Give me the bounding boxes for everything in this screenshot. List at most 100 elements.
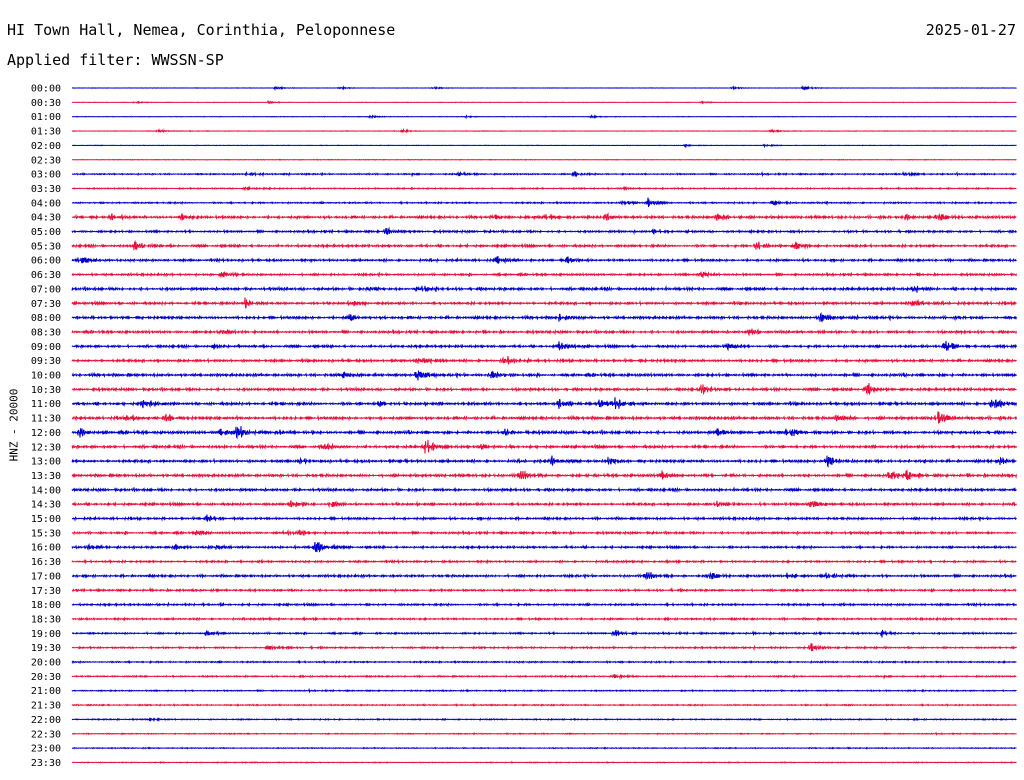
time-tick-label: 03:30 bbox=[31, 184, 61, 195]
time-tick-label: 15:00 bbox=[31, 514, 61, 525]
time-tick-label: 05:00 bbox=[31, 227, 61, 238]
seismic-trace-row bbox=[71, 455, 1017, 468]
time-tick-label: 01:30 bbox=[31, 127, 61, 138]
time-tick-label: 17:30 bbox=[31, 586, 61, 597]
time-tick-label: 20:30 bbox=[31, 672, 61, 683]
time-tick-label: 19:30 bbox=[31, 643, 61, 654]
seismic-trace-row bbox=[71, 500, 1017, 509]
time-tick-label: 13:00 bbox=[31, 457, 61, 468]
time-tick-label: 07:00 bbox=[31, 284, 61, 295]
time-tick-label: 21:00 bbox=[31, 686, 61, 697]
time-tick-label: 12:30 bbox=[31, 442, 61, 453]
time-tick-label: 03:00 bbox=[31, 170, 61, 181]
time-tick-label: 11:30 bbox=[31, 414, 61, 425]
seismic-trace-row bbox=[71, 256, 1017, 265]
seismic-trace-row bbox=[71, 673, 1017, 681]
filter-label: Applied filter: WWSSN-SP bbox=[7, 51, 224, 69]
time-tick-label: 14:00 bbox=[31, 485, 61, 496]
time-tick-label: 22:30 bbox=[31, 729, 61, 740]
time-tick-label: 08:00 bbox=[31, 313, 61, 324]
seismic-trace-row bbox=[71, 239, 1017, 251]
seismic-trace-row bbox=[71, 746, 1017, 750]
time-tick-label: 13:30 bbox=[31, 471, 61, 482]
seismic-trace-row bbox=[71, 731, 1017, 736]
seismic-trace-row bbox=[71, 99, 1017, 105]
time-tick-label: 16:00 bbox=[31, 543, 61, 554]
seismic-trace-row bbox=[71, 370, 1017, 381]
time-tick-label: 10:30 bbox=[31, 385, 61, 396]
seismic-trace-row bbox=[71, 629, 1017, 638]
seismic-trace-row bbox=[71, 717, 1017, 723]
time-tick-label: 06:30 bbox=[31, 270, 61, 281]
plot-date: 2025-01-27 bbox=[925, 21, 1016, 39]
seismic-trace-row bbox=[71, 143, 1017, 149]
trace-group bbox=[71, 85, 1017, 764]
time-tick-label: 00:30 bbox=[31, 98, 61, 109]
time-tick-label: 18:00 bbox=[31, 600, 61, 611]
time-tick-label: 22:00 bbox=[31, 715, 61, 726]
time-label-group: 00:00 00:30 01:00 01:30 02:00 02:30 03:00 03:30… bbox=[31, 84, 61, 769]
time-tick-label: 19:00 bbox=[31, 629, 61, 640]
time-tick-label: 11:00 bbox=[31, 399, 61, 410]
seismic-trace-row bbox=[71, 397, 1017, 410]
seismic-trace-row bbox=[71, 514, 1017, 522]
seismic-trace-row bbox=[71, 541, 1017, 553]
seismic-trace-row bbox=[71, 170, 1017, 178]
seismic-trace-row bbox=[71, 439, 1017, 454]
time-tick-label: 08:30 bbox=[31, 327, 61, 338]
time-tick-label: 21:30 bbox=[31, 701, 61, 712]
seismic-trace-row bbox=[71, 328, 1017, 337]
time-tick-label: 04:00 bbox=[31, 198, 61, 209]
seismic-trace-row bbox=[71, 760, 1017, 764]
seismic-trace-row bbox=[71, 558, 1017, 565]
seismic-trace-row bbox=[71, 355, 1017, 365]
seismic-trace-row bbox=[71, 270, 1017, 278]
time-tick-label: 01:00 bbox=[31, 112, 61, 123]
seismic-trace-row bbox=[71, 426, 1017, 440]
seismic-trace-row bbox=[71, 571, 1017, 581]
time-tick-label: 18:30 bbox=[31, 614, 61, 625]
seismic-trace-row bbox=[71, 311, 1017, 323]
seismic-trace-row bbox=[71, 85, 1017, 91]
time-tick-label: 09:30 bbox=[31, 356, 61, 367]
seismic-trace-row bbox=[71, 528, 1017, 537]
time-tick-label: 17:00 bbox=[31, 571, 61, 582]
time-tick-label: 23:00 bbox=[31, 744, 61, 755]
station-title: HI Town Hall, Nemea, Corinthia, Peloponn… bbox=[7, 21, 396, 39]
seismic-trace-row bbox=[71, 687, 1017, 694]
seismic-trace-row bbox=[71, 659, 1017, 665]
time-tick-label: 20:00 bbox=[31, 658, 61, 669]
time-tick-label: 12:00 bbox=[31, 428, 61, 439]
seismic-trace-row bbox=[71, 586, 1017, 594]
seismic-trace-row bbox=[71, 197, 1017, 208]
seismic-trace-row bbox=[71, 185, 1017, 192]
seismic-trace-row bbox=[71, 297, 1017, 309]
time-tick-label: 16:30 bbox=[31, 557, 61, 568]
time-tick-label: 14:30 bbox=[31, 500, 61, 511]
seismic-trace-row bbox=[71, 702, 1017, 707]
seismic-trace-row bbox=[71, 643, 1017, 652]
time-tick-label: 15:30 bbox=[31, 528, 61, 539]
seismic-trace-row bbox=[71, 411, 1017, 424]
time-tick-label: 23:30 bbox=[31, 758, 61, 769]
seismic-trace-row bbox=[71, 601, 1017, 608]
seismic-trace-row bbox=[71, 486, 1017, 494]
seismic-trace-row bbox=[71, 469, 1017, 481]
time-tick-label: 06:00 bbox=[31, 256, 61, 267]
seismic-trace-row bbox=[71, 226, 1017, 236]
seismic-trace-row bbox=[71, 128, 1017, 134]
seismic-trace-row bbox=[71, 285, 1017, 293]
time-tick-label: 07:30 bbox=[31, 299, 61, 310]
time-tick-label: 09:00 bbox=[31, 342, 61, 353]
seismic-trace-row bbox=[71, 212, 1017, 222]
time-tick-label: 02:30 bbox=[31, 155, 61, 166]
time-tick-label: 02:00 bbox=[31, 141, 61, 152]
seismic-trace-row bbox=[71, 382, 1017, 396]
seismic-trace-row bbox=[71, 114, 1017, 120]
seismic-trace-row bbox=[71, 340, 1017, 352]
seismic-trace-row bbox=[71, 616, 1017, 622]
time-tick-label: 00:00 bbox=[31, 84, 61, 95]
time-tick-label: 05:30 bbox=[31, 241, 61, 252]
time-tick-label: 04:30 bbox=[31, 213, 61, 224]
